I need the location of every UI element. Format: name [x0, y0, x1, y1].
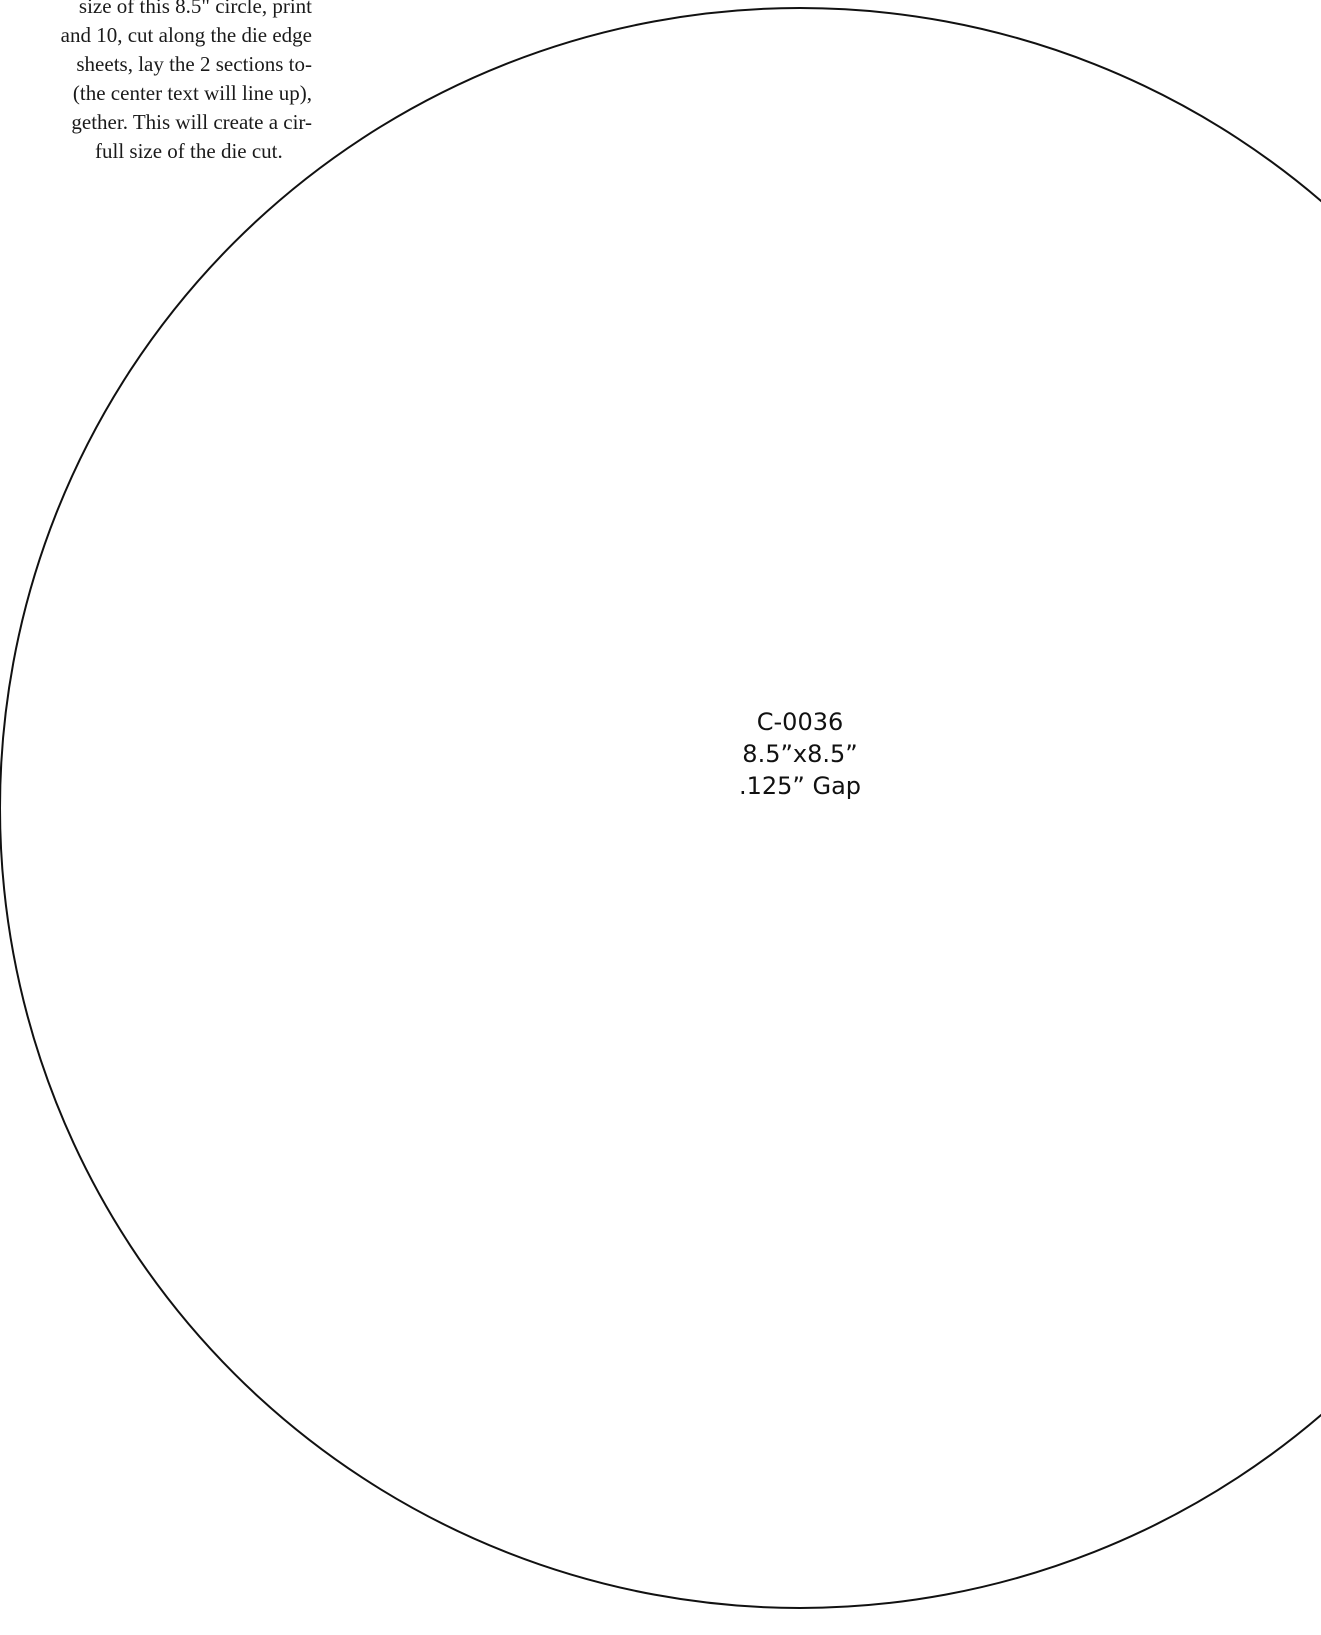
print-instructions: size of this 8.5" circle, print and 10, …: [0, 0, 312, 166]
instruction-line: gether. This will create a cir-: [71, 110, 312, 134]
instruction-line: (the center text will line up),: [72, 81, 312, 105]
instruction-line: full size of the die cut.: [95, 139, 283, 163]
instruction-line: sheets, lay the 2 sections to-: [76, 52, 312, 76]
instruction-line: size of this 8.5" circle, print: [78, 0, 312, 18]
die-code: C-0036: [756, 708, 844, 736]
die-gap: .125” Gap: [738, 772, 862, 800]
die-size: 8.5”x8.5”: [742, 740, 858, 768]
die-center-label: C-0036 8.5”x8.5” .125” Gap: [711, 706, 889, 802]
instruction-line: and 10, cut along the die edge: [60, 23, 312, 47]
